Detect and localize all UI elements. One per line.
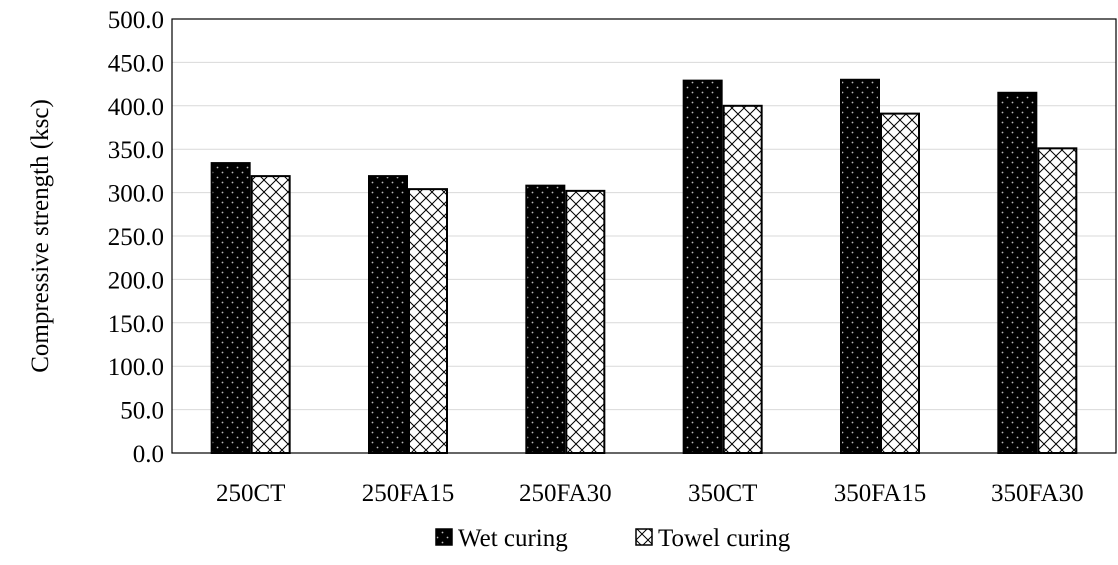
legend: Wet curing Towel curing bbox=[435, 525, 791, 552]
x-tick-label: 350FA30 bbox=[991, 480, 1084, 507]
bar-towel-curing-250fa15 bbox=[408, 188, 448, 455]
bar-wet-curing-350ct bbox=[682, 79, 723, 455]
bars bbox=[210, 78, 1078, 455]
bar-wet-curing-350fa30 bbox=[997, 91, 1038, 454]
y-tick-label: 0.0 bbox=[133, 441, 164, 468]
y-tick-label: 50.0 bbox=[120, 398, 164, 425]
bar-towel-curing-350ct bbox=[722, 104, 763, 455]
y-tick-label: 500.0 bbox=[108, 7, 164, 34]
bar-towel-curing-350fa15 bbox=[880, 112, 920, 454]
y-axis-ticks: 0.0 50.0 100.0 150.0 200.0 250.0 300.0 350.0 400… bbox=[108, 7, 164, 468]
x-axis-ticks: 250CT 250FA15 250FA30 350CT 350FA15 350FA30 bbox=[216, 480, 1084, 507]
y-tick-label: 200.0 bbox=[108, 267, 164, 294]
plot-area-frame bbox=[171, 18, 1117, 454]
y-tick-label: 350.0 bbox=[108, 137, 164, 164]
x-tick-label: 350FA15 bbox=[834, 480, 927, 507]
bar-wet-curing-250fa15 bbox=[368, 175, 408, 454]
bar-wet-curing-250fa30 bbox=[525, 184, 566, 454]
y-axis-title: Compressive strength (ksc) bbox=[27, 99, 54, 373]
legend-swatch-wet-curing bbox=[435, 528, 453, 546]
y-tick-label: 450.0 bbox=[108, 50, 164, 77]
x-tick-label: 250FA30 bbox=[519, 480, 612, 507]
legend-swatch-towel-curing bbox=[635, 528, 653, 546]
x-tick-label: 350CT bbox=[688, 480, 757, 507]
gridlines bbox=[172, 61, 1116, 411]
bar-wet-curing-350fa15 bbox=[840, 78, 880, 454]
bar-towel-curing-250fa30 bbox=[565, 189, 606, 454]
y-tick-label: 400.0 bbox=[108, 94, 164, 121]
y-tick-label: 250.0 bbox=[108, 224, 164, 251]
bar-towel-curing-350fa30 bbox=[1037, 147, 1078, 454]
legend-label: Wet curing bbox=[458, 525, 568, 552]
bar-towel-curing-250ct bbox=[250, 175, 291, 454]
legend-label: Towel curing bbox=[658, 525, 791, 552]
y-tick-label: 150.0 bbox=[108, 311, 164, 338]
x-tick-label: 250CT bbox=[216, 480, 285, 507]
y-tick-label: 100.0 bbox=[108, 354, 164, 381]
y-tick-label: 300.0 bbox=[108, 181, 164, 208]
bar-wet-curing-250ct bbox=[210, 162, 251, 454]
x-tick-label: 250FA15 bbox=[362, 480, 455, 507]
